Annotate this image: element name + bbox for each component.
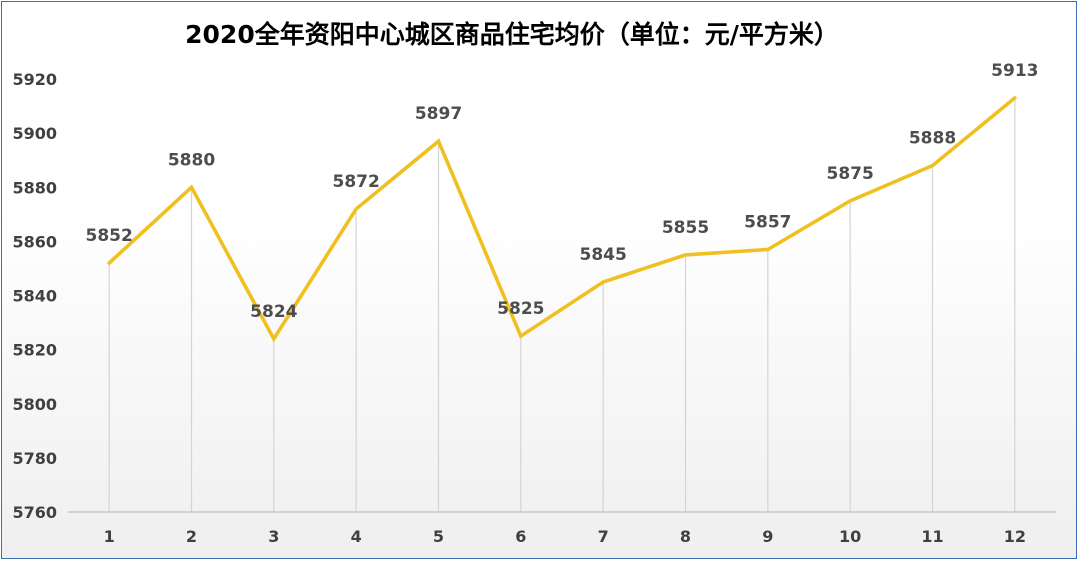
y-tick-label-4: 5840 [12,287,57,306]
y-tick-label-2: 5800 [12,395,57,414]
data-label-6: 5845 [580,245,627,265]
x-tick-label-2: 3 [268,527,279,546]
y-tick-label-0: 5760 [12,503,57,522]
data-label-5: 5825 [497,299,544,319]
data-label-10: 5888 [909,129,956,149]
y-tick-label-6: 5880 [12,178,57,197]
y-tick-label-3: 5820 [12,341,57,360]
data-label-7: 5855 [662,218,709,238]
y-tick-label-7: 5900 [12,124,57,143]
x-tick-label-4: 5 [433,527,444,546]
y-tick-label-1: 5780 [12,449,57,468]
x-tick-label-3: 4 [351,527,362,546]
x-tick-label-0: 1 [104,527,115,546]
data-label-3: 5872 [333,172,380,192]
series-line [107,96,1017,343]
data-label-8: 5857 [744,212,791,232]
y-tick-label-8: 5920 [12,70,57,89]
y-axis-tick-labels: 5760 5780 5800 5820 5840 5860 5880 5900 5920 [12,70,57,522]
x-axis-tick-labels: 1 2 3 4 5 6 7 8 9 10 11 12 [104,527,1026,546]
x-tick-label-5: 6 [515,527,526,546]
x-tick-label-1: 2 [186,527,197,546]
chart-title: 2020全年资阳中心城区商品住宅均价（单位：元/平方米） [185,20,839,49]
x-tick-label-10: 11 [921,527,943,546]
data-labels: 5852 5880 5824 5872 5897 5825 5845 5855 5857 5875… [86,61,1039,322]
x-tick-label-9: 10 [839,527,861,546]
data-label-2: 5824 [250,302,297,322]
x-tick-label-6: 7 [598,527,609,546]
y-tick-label-5: 5860 [12,232,57,251]
x-tick-label-8: 9 [762,527,773,546]
data-label-1: 5880 [168,150,215,170]
x-tick-label-11: 12 [1004,527,1026,546]
data-label-11: 5913 [991,61,1038,81]
data-label-4: 5897 [415,104,462,124]
drop-lines [108,97,1016,512]
data-label-0: 5852 [86,226,133,246]
x-tick-label-7: 8 [680,527,691,546]
data-label-9: 5875 [827,164,874,184]
